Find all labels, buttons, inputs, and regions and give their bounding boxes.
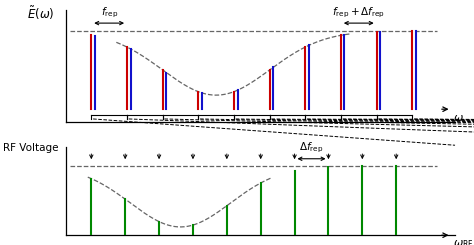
Text: $f_{\rm rep} + \Delta f_{\rm rep}$: $f_{\rm rep} + \Delta f_{\rm rep}$ (332, 5, 385, 20)
Text: $f_{\rm rep}$: $f_{\rm rep}$ (100, 5, 118, 20)
Text: $\omega_{\rm RF}$: $\omega_{\rm RF}$ (453, 239, 474, 245)
Text: $\omega$: $\omega$ (453, 113, 464, 123)
Text: $\Delta f_{\rm rep}$: $\Delta f_{\rm rep}$ (299, 141, 324, 155)
Text: $\tilde{E}(\omega)$: $\tilde{E}(\omega)$ (27, 4, 55, 22)
Text: RF Voltage: RF Voltage (3, 143, 59, 153)
